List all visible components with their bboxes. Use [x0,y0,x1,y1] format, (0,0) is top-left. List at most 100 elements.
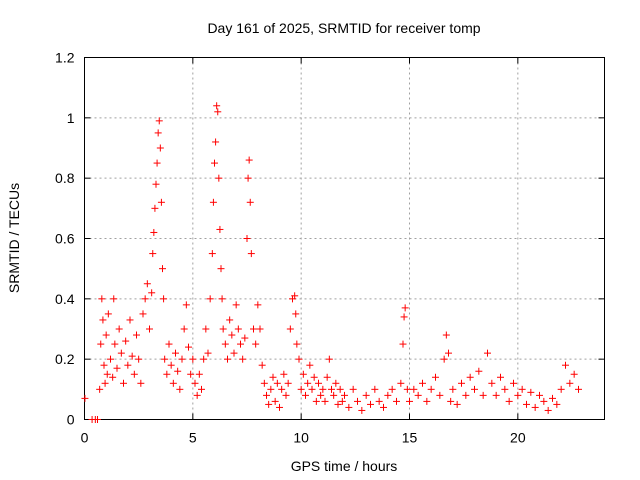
data-point [292,310,300,318]
data-point [246,198,254,206]
data-point [213,102,221,110]
data-point [286,325,294,333]
data-point [254,301,262,309]
data-point [221,340,229,348]
y-tick-label: 0.8 [55,170,75,186]
data-point [488,379,496,387]
data-point [291,292,299,300]
data-point [103,370,111,378]
data-point [111,340,119,348]
data-point [232,301,240,309]
data-point [336,385,344,393]
data-point [191,379,199,387]
data-point [154,129,162,137]
data-point [215,174,223,182]
y-tick-label: 0 [67,412,75,428]
data-point [566,379,574,387]
data-point [310,373,318,381]
data-point [250,325,257,333]
data-point [113,364,121,372]
data-point [341,391,348,399]
x-tick-label: 5 [189,430,197,446]
data-point [269,373,277,381]
data-point [282,391,290,399]
data-point [384,391,392,399]
data-point [243,235,251,242]
data-point [163,370,171,378]
data-point [189,355,197,363]
data-point [101,379,109,387]
data-point [371,385,379,393]
data-point [107,355,114,363]
data-point [110,295,118,303]
data-point [120,379,127,387]
data-point [94,416,101,423]
data-point [354,397,361,405]
data-point [401,304,409,312]
data-point [149,250,157,258]
data-point [209,198,217,206]
data-point [410,385,418,393]
data-point [501,385,509,393]
data-point [295,355,303,363]
data-point [198,385,205,393]
data-point [263,391,270,399]
data-point [97,340,105,348]
data-point [185,343,192,351]
data-point [161,355,169,363]
data-point [419,379,426,387]
x-axis-label: GPS time / hours [291,458,398,474]
data-point [306,361,314,369]
data-point [216,225,224,233]
data-point [449,385,457,393]
data-point [510,379,517,387]
data-point [328,385,335,393]
data-point [375,397,383,405]
data-point [445,349,452,357]
data-point [104,310,112,318]
data-point [479,391,487,399]
data-point [214,108,222,116]
data-point [319,385,327,393]
data-point [241,334,249,342]
data-point [540,397,548,405]
data-point [325,355,333,363]
data-point [247,250,255,258]
data-point [302,391,309,399]
data-point [218,295,226,303]
data-point [200,355,208,363]
data-point [98,295,106,303]
y-tick-label: 0.6 [55,231,75,247]
data-point [462,391,470,399]
data-point [458,379,465,387]
data-point [299,370,307,378]
data-point [187,370,195,378]
data-point [349,385,357,393]
data-point [212,138,220,146]
data-point [544,406,552,414]
data-point [406,397,413,405]
data-point [146,325,153,333]
data-point [453,400,461,408]
data-point [400,313,408,321]
data-point [244,174,252,182]
data-point [172,349,179,357]
data-point [260,379,268,387]
data-point [471,385,478,393]
data-point [536,391,543,399]
data-point [278,385,286,393]
data-point [315,379,322,387]
data-point [284,379,292,387]
data-point [265,400,273,408]
data-point [256,325,264,333]
data-point [217,265,225,273]
data-point [234,325,242,333]
data-point [153,159,161,167]
data-point [228,331,236,339]
data-point [99,316,107,324]
data-point [160,295,168,303]
y-tick-label: 1.2 [55,50,75,66]
y-tick-label: 1 [67,110,75,126]
data-point [182,301,190,309]
